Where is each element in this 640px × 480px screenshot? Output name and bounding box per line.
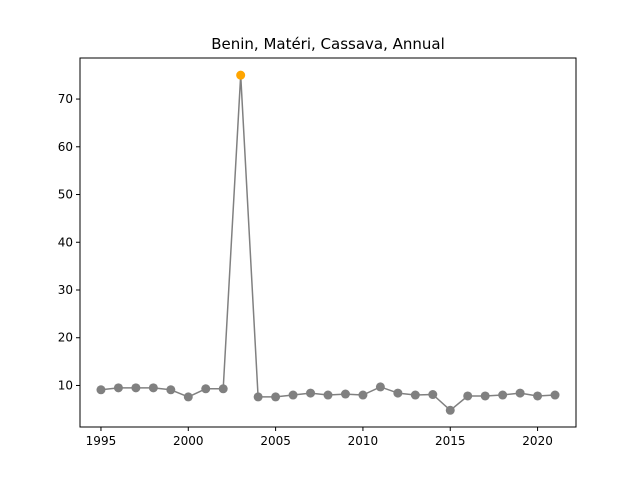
data-point [166,385,176,395]
data-point [131,383,141,393]
data-point [498,390,508,400]
data-point [340,389,350,399]
data-point [533,391,543,401]
y-tick-label: 10 [58,378,73,392]
y-tick-label: 40 [58,235,73,249]
data-point [480,391,490,401]
data-point [218,384,228,394]
data-point [183,392,193,402]
y-tick-label: 30 [58,283,73,297]
data-point [96,385,106,395]
data-point [323,390,333,400]
x-tick-label: 2005 [260,434,291,448]
data-point [445,405,455,415]
y-tick-label: 70 [58,92,73,106]
data-point [253,392,263,402]
x-tick-label: 2000 [173,434,204,448]
x-tick-label: 2010 [348,434,379,448]
data-point [375,382,385,392]
x-tick-label: 1995 [86,434,117,448]
data-point [306,388,316,398]
x-tick-label: 2020 [522,434,553,448]
data-point [288,390,298,400]
data-point [550,390,560,400]
data-point [428,390,438,400]
y-tick-label: 60 [58,140,73,154]
series-layer [96,70,560,415]
y-tick-label: 50 [58,188,73,202]
series-line [100,74,556,412]
data-point [393,388,403,398]
chart-title: Benin, Matéri, Cassava, Annual [211,35,445,53]
axes: 1995 2000 2005 2010 2015 2020 10 20 30 40 50 60 70 [58,92,553,448]
data-point [148,383,158,393]
data-point [271,392,281,402]
x-tick-label: 2015 [435,434,466,448]
data-point [358,390,368,400]
plot-frame [79,57,577,428]
plot-area: 1995 2000 2005 2010 2015 2020 10 20 30 40 50 60 70 [58,57,577,448]
y-tick-label: 20 [58,331,73,345]
data-point [201,384,211,394]
data-point [113,383,123,393]
data-point [410,390,420,400]
highlighted-data-point [236,70,246,80]
data-point [463,391,473,401]
data-point [515,388,525,398]
